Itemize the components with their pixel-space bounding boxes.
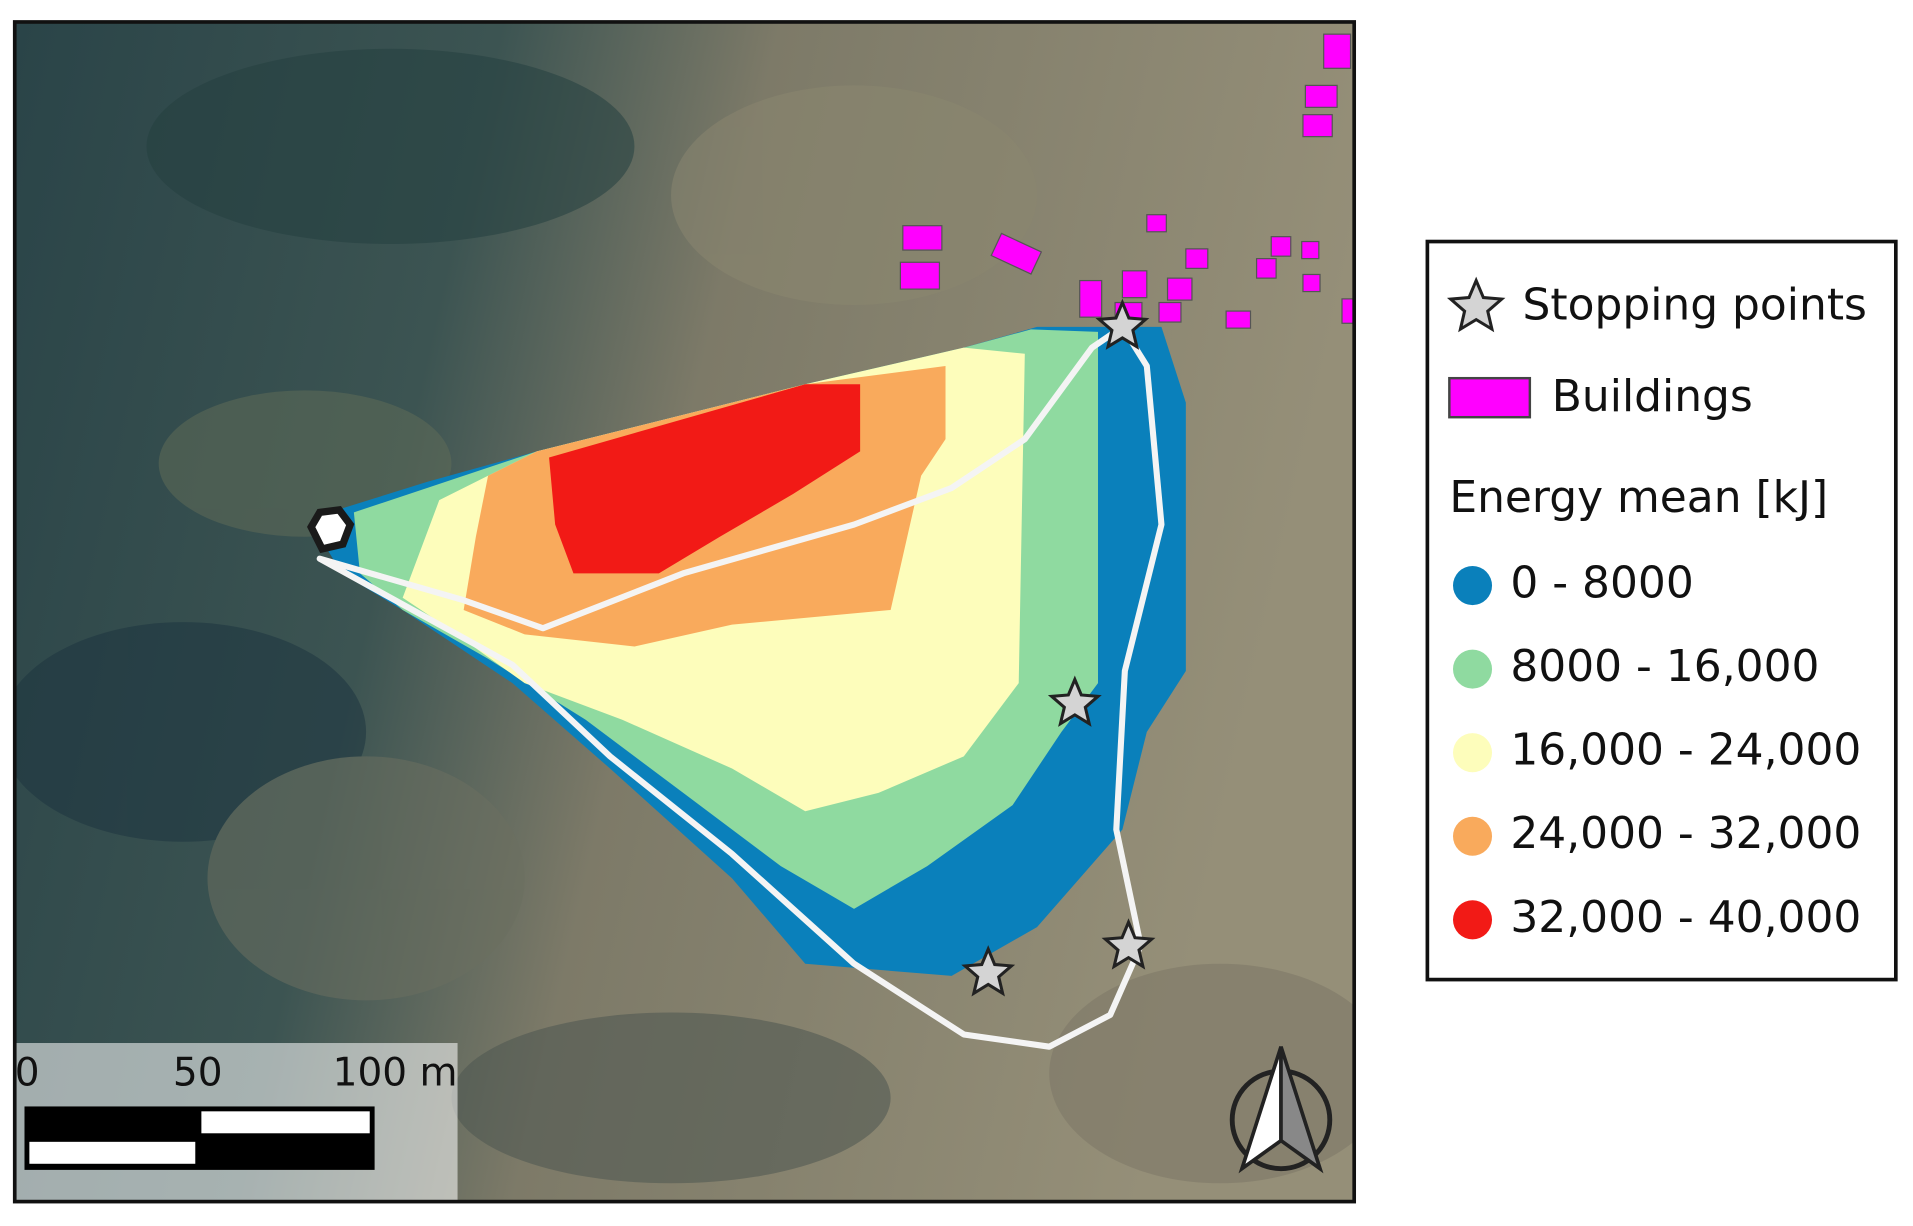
building <box>1270 236 1292 257</box>
legend-swatch <box>1452 900 1493 940</box>
energy-zones <box>319 326 1186 976</box>
stopping-point <box>961 945 1016 997</box>
legend-label: 8000 - 16,000 <box>1510 641 1819 692</box>
legend-building-swatch <box>1448 376 1532 419</box>
scree <box>451 1012 891 1184</box>
building <box>1158 301 1182 323</box>
building <box>1302 273 1321 293</box>
legend-label: 0 - 8000 <box>1510 558 1693 609</box>
building <box>1079 279 1103 318</box>
legend-label: 32,000 - 40,000 <box>1510 892 1861 943</box>
north-arrow <box>1229 1046 1333 1174</box>
building <box>1225 310 1252 329</box>
building <box>1146 214 1167 233</box>
building <box>1185 248 1209 269</box>
legend-swatch <box>1452 733 1493 773</box>
building <box>1301 240 1320 260</box>
meadow <box>671 85 1038 305</box>
building <box>990 232 1043 275</box>
building <box>1302 114 1333 138</box>
stopping-point <box>1101 918 1156 970</box>
legend-label: Buildings <box>1552 371 1753 422</box>
building <box>1341 298 1355 324</box>
scale-label: 100 m <box>333 1051 458 1096</box>
legend: Stopping points Buildings Energy mean [k… <box>1425 239 1898 982</box>
legend-title: Energy mean [kJ] <box>1449 472 1828 523</box>
legend-star <box>1446 276 1506 333</box>
buildings <box>899 33 1355 329</box>
scale-bar-segment <box>29 1141 196 1164</box>
north-arrow-right <box>1279 1046 1324 1174</box>
building <box>1121 270 1148 299</box>
building <box>902 225 943 251</box>
scale-bar-segment <box>201 1111 370 1134</box>
stopping-point <box>1047 675 1102 727</box>
stopping-points <box>961 298 1156 997</box>
legend-swatch <box>1452 566 1493 606</box>
rock-slope <box>207 756 525 1001</box>
legend-classes: 0 - 8000 8000 - 16,000 16,000 - 24,000 24,0… <box>1452 558 1861 943</box>
scale-label: 0 <box>15 1051 40 1096</box>
trajectory-envelope <box>316 323 1165 1050</box>
building <box>899 261 941 290</box>
stopping-point <box>1095 298 1150 350</box>
legend-star-icon <box>1446 276 1506 333</box>
building <box>1255 258 1277 279</box>
map-frame <box>12 20 1357 1204</box>
legend-swatch <box>1452 649 1493 689</box>
building <box>1166 277 1193 301</box>
legend-swatch <box>1452 816 1493 856</box>
scale-bar: 0 50 100 m <box>14 1043 458 1202</box>
dark-forest <box>146 48 635 244</box>
building <box>1304 84 1338 108</box>
scale-label: 50 <box>173 1051 223 1096</box>
release-area <box>307 506 355 554</box>
meadow <box>1049 963 1355 1184</box>
legend-label: 16,000 - 24,000 <box>1510 725 1861 776</box>
energy-zone <box>549 384 861 574</box>
legend-label: 24,000 - 32,000 <box>1510 808 1861 859</box>
legend-label: Stopping points <box>1523 279 1867 330</box>
map-area: 0 50 100 m <box>14 21 1355 1202</box>
building <box>1323 33 1352 69</box>
legend-box <box>1425 239 1898 982</box>
